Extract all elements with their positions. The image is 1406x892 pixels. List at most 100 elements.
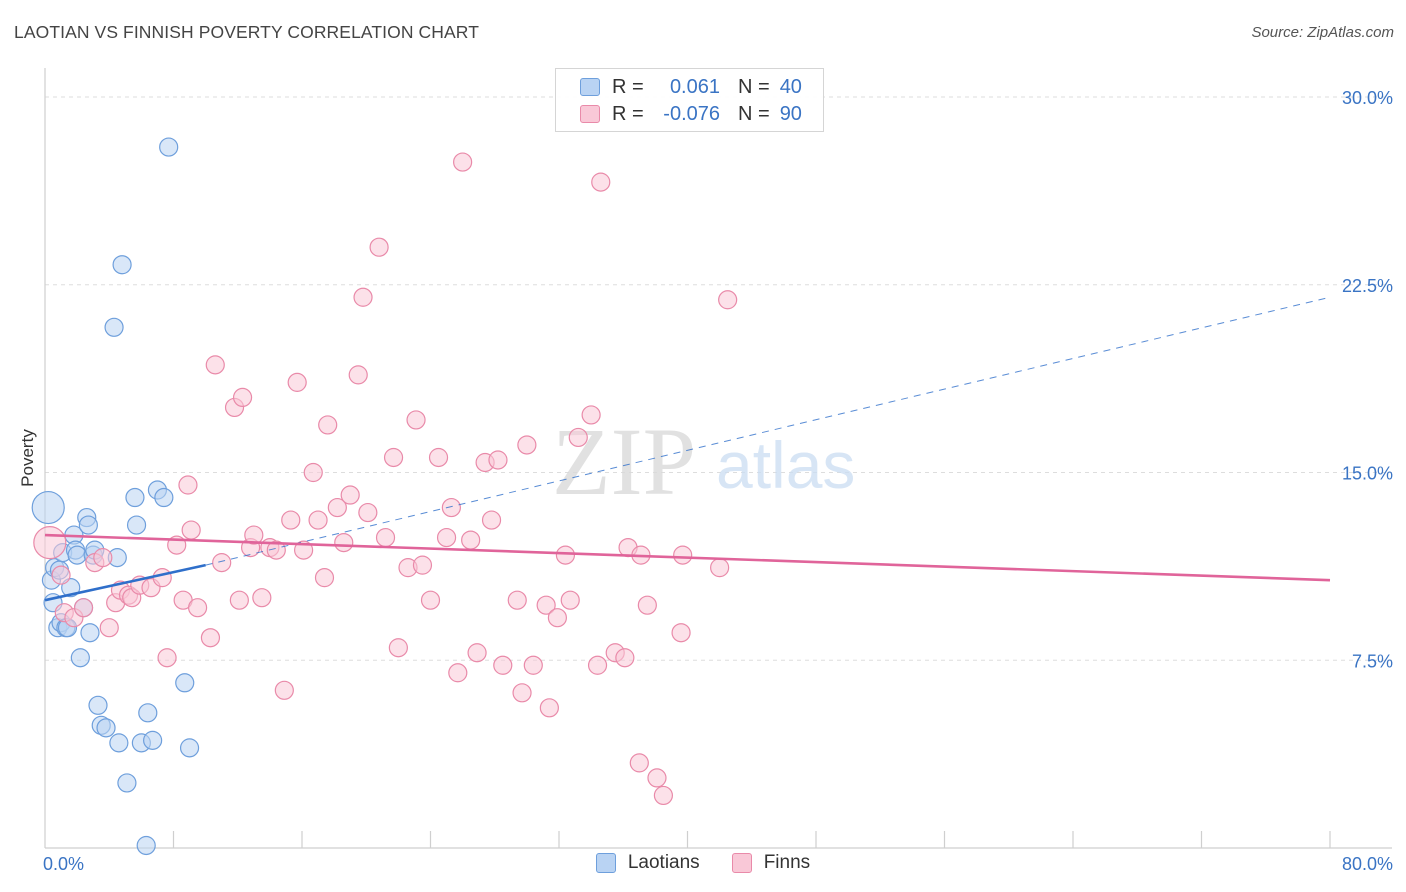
finn-point: [51, 565, 71, 585]
finn-point: [353, 287, 373, 307]
labels-layer: 7.5% 15.0% 22.5% 30.0% 0.0% 80.0%: [43, 88, 1393, 874]
laotian-point: [154, 487, 174, 508]
laotian-point: [175, 673, 195, 693]
x-tick-label: 80.0%: [1342, 854, 1393, 874]
grid-layer: [45, 96, 1392, 661]
finn-point: [229, 590, 249, 610]
finn-point: [547, 608, 567, 628]
finn-point: [375, 527, 396, 548]
laotian-point: [117, 773, 137, 793]
legend-r-value: 0.061: [669, 75, 720, 98]
finn-point: [369, 237, 389, 257]
finn-point: [568, 427, 588, 448]
finn-point: [591, 172, 611, 192]
legend-r-value: -0.076: [663, 102, 720, 125]
points-layer: [31, 137, 738, 856]
finn-point: [560, 590, 580, 610]
finn-point: [420, 590, 441, 610]
legend-n-label: N =: [738, 75, 770, 98]
watermark-atlas: atlas: [716, 428, 855, 502]
finn-point: [308, 510, 328, 530]
series-legend-laotians[interactable]: Laotians: [595, 852, 700, 874]
trend-layer: [44, 296, 1331, 602]
finn-point: [281, 510, 301, 530]
series-legend-label: Laotians: [627, 852, 700, 873]
finn-point: [232, 387, 253, 407]
finn-point: [99, 618, 119, 638]
finn-point: [436, 527, 457, 548]
finn-point: [33, 525, 67, 560]
finn-point: [93, 548, 113, 568]
y-tick-label: 30.0%: [1342, 88, 1393, 108]
laotian-point: [112, 255, 132, 275]
finn-point: [671, 623, 691, 643]
series-swatch-finns: [731, 853, 752, 873]
legend-swatch-finns: [580, 105, 600, 123]
finn-point: [412, 555, 433, 575]
watermark: ZIP atlas: [552, 408, 855, 515]
finn-point: [488, 450, 508, 470]
finn-point: [673, 545, 693, 565]
laotian-point: [70, 648, 90, 668]
watermark-zip: ZIP: [552, 408, 696, 515]
laotian-point: [80, 623, 100, 643]
series-swatch-laotians: [595, 853, 616, 873]
laotian-point: [136, 835, 156, 856]
laotian-trend-line: [44, 563, 206, 602]
legend-n-label: N =: [738, 102, 770, 125]
y-tick-label: 7.5%: [1352, 651, 1393, 671]
finn-point: [523, 655, 543, 675]
finn-point: [441, 497, 461, 518]
laotian-trend-dashed: [205, 296, 1331, 566]
finn-point: [718, 290, 738, 310]
finn-point: [428, 447, 449, 468]
series-legend-label: Finns: [763, 852, 811, 873]
laotian-point: [67, 545, 87, 565]
x-tick-label: 0.0%: [43, 854, 84, 874]
finn-point: [637, 595, 657, 615]
finn-point: [334, 532, 354, 553]
finn-point: [266, 540, 286, 560]
y-tick-label: 15.0%: [1342, 464, 1393, 484]
legend-row-finns: R = -0.076 N = 90: [580, 102, 802, 126]
y-tick-label: 22.5%: [1342, 276, 1393, 296]
finn-point: [406, 410, 426, 430]
finn-point: [212, 553, 232, 573]
laotian-point: [96, 718, 116, 738]
finn-point: [647, 768, 667, 788]
finn-point: [187, 598, 208, 618]
finn-point: [244, 525, 264, 545]
legend-r-label: R =: [612, 75, 644, 98]
finn-point: [157, 648, 177, 668]
finn-point: [73, 598, 94, 618]
laotian-point: [88, 695, 108, 715]
correlation-legend: R = 0.061 N = 40 R = -0.076 N = 90: [555, 68, 824, 132]
finn-point: [481, 510, 502, 530]
finn-point: [314, 568, 335, 588]
finn-point: [252, 588, 272, 608]
finn-point: [200, 628, 221, 648]
finn-point: [178, 475, 198, 495]
series-legend-finns[interactable]: Finns: [731, 852, 811, 874]
finn-point: [303, 462, 323, 483]
finn-point: [507, 590, 527, 610]
finn-point: [448, 663, 468, 683]
finn-point: [453, 152, 473, 172]
finn-point: [287, 372, 307, 392]
laotian-point: [78, 515, 98, 535]
finn-point: [388, 638, 408, 658]
finn-point: [467, 643, 487, 663]
finn-point: [205, 355, 225, 375]
legend-row-laotians: R = 0.061 N = 40: [580, 75, 802, 99]
finn-point: [710, 558, 730, 578]
source-label: Source: ZipAtlas.com: [1251, 24, 1394, 41]
finn-point: [340, 485, 360, 505]
finn-point: [383, 447, 404, 468]
finn-trend-line: [44, 533, 1331, 582]
finn-point: [555, 545, 576, 565]
finn-point: [461, 530, 481, 550]
finn-point: [181, 520, 201, 540]
legend-n-value: 40: [779, 75, 802, 98]
finn-point: [615, 648, 635, 668]
